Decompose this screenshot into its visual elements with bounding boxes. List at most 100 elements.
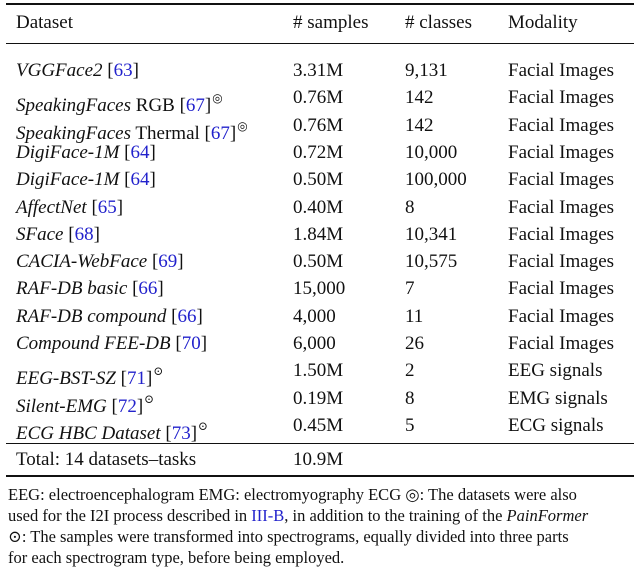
footnote-line-3: ⊙: The samples were transformed into spe…: [8, 527, 569, 546]
header-dataset: Dataset: [16, 12, 73, 33]
dataset-name: SFace: [16, 224, 64, 245]
classes-cell: 2: [405, 360, 415, 381]
classes-cell: 11: [405, 306, 424, 327]
citation-link[interactable]: 64: [130, 169, 150, 190]
dataset-cell: CACIA-WebFace [69]: [16, 251, 184, 272]
footnote-marker: ⊙: [144, 392, 155, 406]
samples-cell: 0.19M: [293, 388, 344, 409]
total-label: Total: 14 datasets–tasks: [16, 449, 197, 470]
citation-link[interactable]: 67: [210, 123, 230, 144]
samples-cell: 0.45M: [293, 415, 344, 436]
dataset-cell: RAF-DB compound [66]: [16, 306, 203, 327]
footnote-line-2-text-b: , in addition to the training of the: [284, 506, 507, 525]
footnote-line-4: for each spectrogram type, before being …: [8, 548, 345, 567]
citation-link[interactable]: 72: [117, 396, 137, 417]
classes-cell: 7: [405, 278, 415, 299]
dataset-name: VGGFace2: [16, 60, 103, 81]
modality-cell: Facial Images: [508, 142, 615, 163]
samples-cell: 1.50M: [293, 360, 344, 381]
classes-cell: 10,341: [405, 224, 458, 245]
classes-cell: 9,131: [405, 60, 448, 81]
citation-link[interactable]: 69: [158, 251, 178, 272]
samples-cell: 1.84M: [293, 224, 344, 245]
citation-link[interactable]: 71: [127, 368, 146, 389]
samples-cell: 0.40M: [293, 197, 344, 218]
samples-cell: 3.31M: [293, 60, 344, 81]
footnote-line-2: used for the I2I process described in II…: [8, 505, 636, 526]
classes-cell: 26: [405, 333, 424, 354]
citation-link[interactable]: 66: [138, 278, 158, 299]
modality-cell: Facial Images: [508, 60, 615, 81]
modality-cell: Facial Images: [508, 87, 615, 108]
bottom-rule: [6, 475, 634, 477]
modality-cell: Facial Images: [508, 333, 615, 354]
classes-cell: 10,575: [405, 251, 458, 272]
footnote-marker: ⊙: [198, 419, 209, 433]
footnote-model-name: PainFormer: [506, 506, 589, 525]
dataset-cell: EEG-BST-SZ [71]⊙: [16, 364, 164, 389]
dataset-name: SpeakingFaces: [16, 95, 132, 116]
modality-cell: Facial Images: [508, 251, 615, 272]
citation-link[interactable]: 64: [130, 142, 150, 163]
dataset-cell: Silent-EMG [72]⊙: [16, 392, 155, 417]
modality-cell: Facial Images: [508, 169, 615, 190]
dataset-cell: AffectNet [65]: [16, 197, 124, 218]
citation-link[interactable]: 70: [181, 333, 201, 354]
dataset-name: DigiFace-1M: [16, 142, 120, 163]
footnote-line-1: EEG: electroencephalogram EMG: electromy…: [8, 485, 577, 504]
classes-cell: 142: [405, 87, 434, 108]
classes-cell: 8: [405, 197, 415, 218]
samples-cell: 0.50M: [293, 251, 344, 272]
citation-link[interactable]: 73: [171, 423, 191, 444]
classes-cell: 100,000: [405, 169, 467, 190]
total-samples: 10.9M: [293, 449, 344, 470]
footnote-marker: ◎: [237, 119, 248, 133]
dataset-name: ECG HBC Dataset: [16, 423, 161, 444]
dataset-name: RAF-DB compound: [16, 306, 167, 327]
dataset-name: EEG-BST-SZ: [16, 368, 116, 389]
samples-cell: 6,000: [293, 333, 336, 354]
dataset-name: Silent-EMG: [16, 396, 107, 417]
dataset-name: AffectNet: [16, 197, 87, 218]
section-ref-link[interactable]: III-B: [251, 506, 285, 525]
dataset-variant: Thermal: [131, 123, 200, 144]
dataset-name: SpeakingFaces: [16, 123, 132, 144]
dataset-name: CACIA-WebFace: [16, 251, 148, 272]
modality-cell: Facial Images: [508, 278, 615, 299]
citation-link[interactable]: 63: [113, 60, 133, 81]
dataset-cell: DigiFace-1M [64]: [16, 169, 156, 190]
footnote-line-2-text: used for the I2I process described in: [8, 506, 252, 525]
citation-link[interactable]: 68: [74, 224, 94, 245]
dataset-cell: SFace [68]: [16, 224, 100, 245]
modality-cell: EEG signals: [508, 360, 603, 381]
modality-cell: Facial Images: [508, 115, 615, 136]
dataset-cell: Compound FEE-DB [70]: [16, 333, 208, 354]
modality-cell: EMG signals: [508, 388, 608, 409]
citation-link[interactable]: 65: [97, 197, 117, 218]
samples-cell: 0.50M: [293, 169, 344, 190]
citation-link[interactable]: 67: [185, 95, 205, 116]
samples-cell: 15,000: [293, 278, 346, 299]
top-rule: [6, 3, 634, 5]
modality-cell: Facial Images: [508, 224, 615, 245]
dataset-name: RAF-DB basic: [16, 278, 128, 299]
footnote-marker: ⊙: [153, 364, 164, 378]
modality-cell: ECG signals: [508, 415, 604, 436]
header-rule: [6, 43, 634, 44]
header-classes: # classes: [405, 12, 473, 33]
citation-link[interactable]: 66: [177, 306, 197, 327]
dataset-cell: ECG HBC Dataset [73]⊙: [16, 419, 209, 444]
modality-cell: Facial Images: [508, 306, 615, 327]
dataset-variant: RGB: [131, 95, 175, 116]
dataset-cell: RAF-DB basic [66]: [16, 278, 164, 299]
modality-cell: Facial Images: [508, 197, 615, 218]
dataset-cell: SpeakingFaces Thermal [67]◎: [16, 119, 248, 144]
header-samples: # samples: [293, 12, 369, 33]
samples-cell: 0.76M: [293, 115, 344, 136]
header-modality: Modality: [508, 12, 578, 33]
dataset-cell: VGGFace2 [63]: [16, 60, 139, 81]
total-rule: [6, 443, 634, 444]
samples-cell: 0.76M: [293, 87, 344, 108]
dataset-cell: DigiFace-1M [64]: [16, 142, 156, 163]
